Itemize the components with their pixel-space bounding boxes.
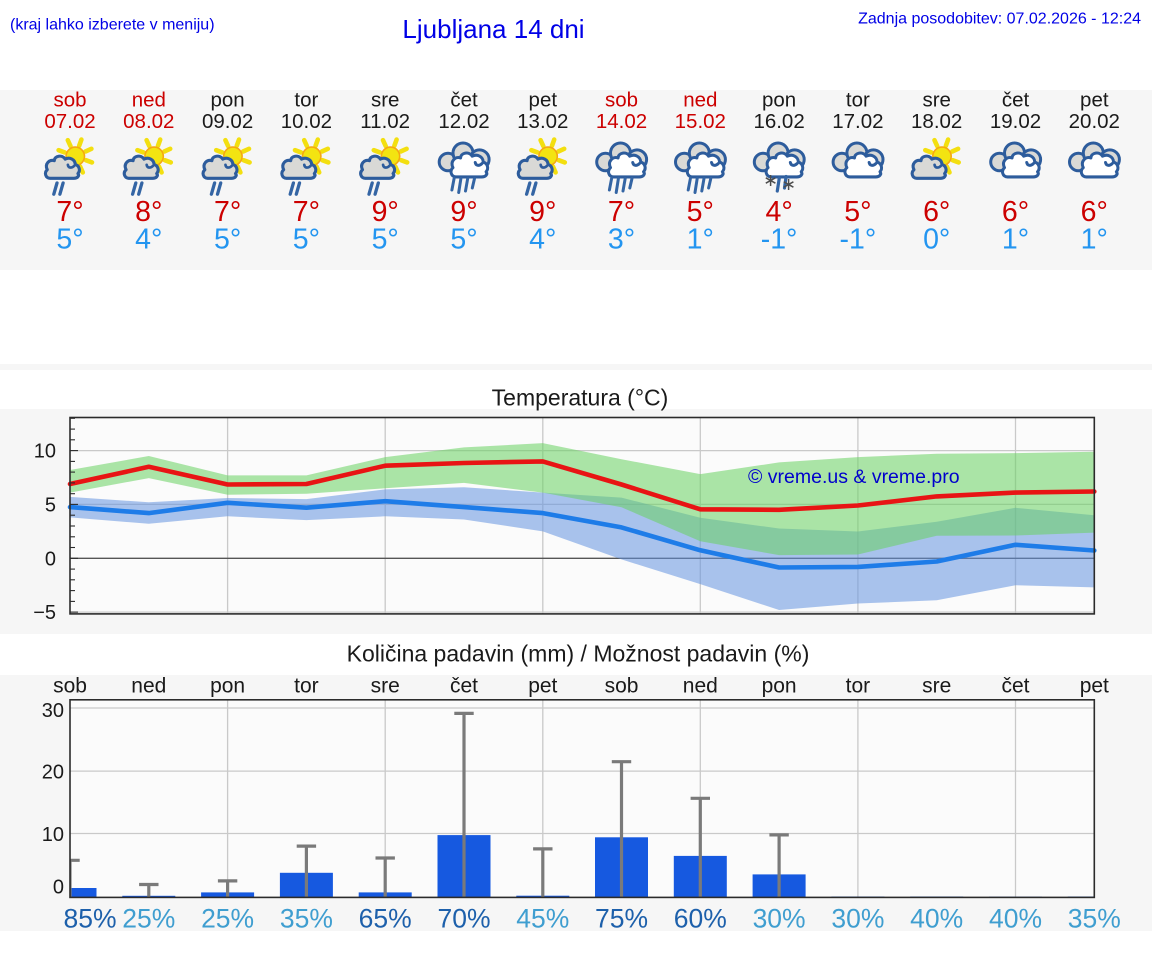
svg-text:sre: sre — [371, 89, 399, 112]
svg-text:30%: 30% — [753, 904, 806, 934]
svg-text:11.02: 11.02 — [360, 110, 410, 133]
svg-text:tor: tor — [294, 675, 319, 698]
svg-text:16.02: 16.02 — [753, 110, 804, 133]
svg-text:sob: sob — [605, 675, 639, 698]
svg-text:75%: 75% — [595, 904, 648, 934]
svg-text:-1°: -1° — [840, 224, 877, 256]
svg-text:(kraj lahko izberete v meniju): (kraj lahko izberete v meniju) — [10, 17, 215, 34]
svg-text:0: 0 — [53, 876, 64, 898]
svg-text:1°: 1° — [1002, 224, 1029, 256]
svg-text:Zadnja posodobitev: 07.02.2026: Zadnja posodobitev: 07.02.2026 - 12:24 — [858, 11, 1141, 28]
svg-text:08.02: 08.02 — [123, 110, 174, 133]
svg-text:25%: 25% — [201, 904, 254, 934]
svg-text:tor: tor — [846, 675, 871, 698]
svg-text:tor: tor — [294, 89, 318, 112]
svg-text:Temperatura (°C): Temperatura (°C) — [492, 385, 669, 411]
svg-text:5: 5 — [45, 494, 56, 516]
svg-text:09.02: 09.02 — [202, 110, 253, 133]
svg-text:6°: 6° — [923, 196, 950, 228]
svg-text:sob: sob — [605, 89, 638, 112]
svg-text:5°: 5° — [56, 224, 83, 256]
svg-text:pon: pon — [762, 89, 796, 112]
svg-text:čet: čet — [1002, 89, 1030, 112]
svg-text:7°: 7° — [608, 196, 635, 228]
svg-text:Ljubljana 14 dni: Ljubljana 14 dni — [402, 14, 584, 44]
svg-text:0: 0 — [45, 548, 56, 570]
svg-text:7°: 7° — [214, 196, 241, 228]
svg-text:9°: 9° — [372, 196, 399, 228]
svg-text:sob: sob — [53, 89, 86, 112]
svg-text:ned: ned — [131, 675, 166, 698]
svg-text:35%: 35% — [1068, 904, 1121, 934]
svg-text:20.02: 20.02 — [1069, 110, 1120, 133]
svg-text:© vreme.us & vreme.pro: © vreme.us & vreme.pro — [748, 466, 960, 488]
svg-text:3°: 3° — [608, 224, 635, 256]
svg-text:5°: 5° — [214, 224, 241, 256]
svg-text:5°: 5° — [844, 196, 871, 228]
svg-text:1°: 1° — [1081, 224, 1108, 256]
svg-text:5°: 5° — [293, 224, 320, 256]
svg-text:pon: pon — [210, 89, 244, 112]
svg-text:5°: 5° — [372, 224, 399, 256]
svg-text:čet: čet — [450, 675, 478, 698]
svg-text:5°: 5° — [687, 196, 714, 228]
svg-text:60%: 60% — [674, 904, 727, 934]
svg-text:65%: 65% — [359, 904, 412, 934]
svg-text:pon: pon — [762, 675, 797, 698]
svg-text:sre: sre — [922, 675, 951, 698]
svg-text:10: 10 — [42, 824, 64, 846]
svg-text:40%: 40% — [989, 904, 1042, 934]
svg-text:ned: ned — [683, 675, 718, 698]
svg-text:pet: pet — [528, 675, 557, 698]
svg-text:6°: 6° — [1081, 196, 1108, 228]
svg-text:ned: ned — [132, 89, 166, 112]
svg-text:17.02: 17.02 — [832, 110, 883, 133]
svg-text:pet: pet — [1080, 675, 1109, 698]
svg-text:18.02: 18.02 — [911, 110, 962, 133]
svg-text:−5: −5 — [33, 602, 56, 624]
svg-text:1°: 1° — [687, 224, 714, 256]
svg-text:7°: 7° — [293, 196, 320, 228]
svg-text:30%: 30% — [831, 904, 884, 934]
svg-text:7°: 7° — [56, 196, 83, 228]
svg-text:14.02: 14.02 — [596, 110, 647, 133]
svg-text:12.02: 12.02 — [438, 110, 489, 133]
svg-text:20: 20 — [42, 761, 64, 783]
svg-text:4°: 4° — [529, 224, 556, 256]
svg-text:19.02: 19.02 — [990, 110, 1041, 133]
svg-text:4°: 4° — [135, 224, 162, 256]
svg-text:35%: 35% — [280, 904, 333, 934]
svg-text:tor: tor — [846, 89, 870, 112]
svg-text:pet: pet — [1080, 89, 1109, 112]
svg-text:40%: 40% — [910, 904, 963, 934]
svg-text:Količina padavin (mm) / Možnos: Količina padavin (mm) / Možnost padavin … — [347, 641, 810, 667]
svg-text:07.02: 07.02 — [44, 110, 95, 133]
svg-text:6°: 6° — [1002, 196, 1029, 228]
svg-text:4°: 4° — [765, 196, 792, 228]
svg-text:ned: ned — [683, 89, 717, 112]
svg-text:25%: 25% — [122, 904, 175, 934]
svg-text:čet: čet — [450, 89, 478, 112]
svg-text:čet: čet — [1001, 675, 1029, 698]
svg-text:pon: pon — [210, 675, 245, 698]
svg-text:sob: sob — [53, 675, 87, 698]
svg-text:70%: 70% — [437, 904, 490, 934]
svg-text:8°: 8° — [135, 196, 162, 228]
svg-text:-1°: -1° — [761, 224, 798, 256]
svg-text:10.02: 10.02 — [281, 110, 332, 133]
svg-text:85%: 85% — [63, 904, 116, 934]
svg-text:9°: 9° — [450, 196, 477, 228]
svg-text:10: 10 — [34, 441, 56, 463]
svg-text:9°: 9° — [529, 196, 556, 228]
svg-text:13.02: 13.02 — [517, 110, 568, 133]
svg-text:0°: 0° — [923, 224, 950, 256]
svg-text:5°: 5° — [450, 224, 477, 256]
svg-text:45%: 45% — [516, 904, 569, 934]
svg-text:sre: sre — [371, 675, 400, 698]
svg-text:sre: sre — [922, 89, 950, 112]
svg-text:pet: pet — [529, 89, 558, 112]
svg-text:15.02: 15.02 — [675, 110, 726, 133]
svg-text:30: 30 — [42, 700, 64, 722]
